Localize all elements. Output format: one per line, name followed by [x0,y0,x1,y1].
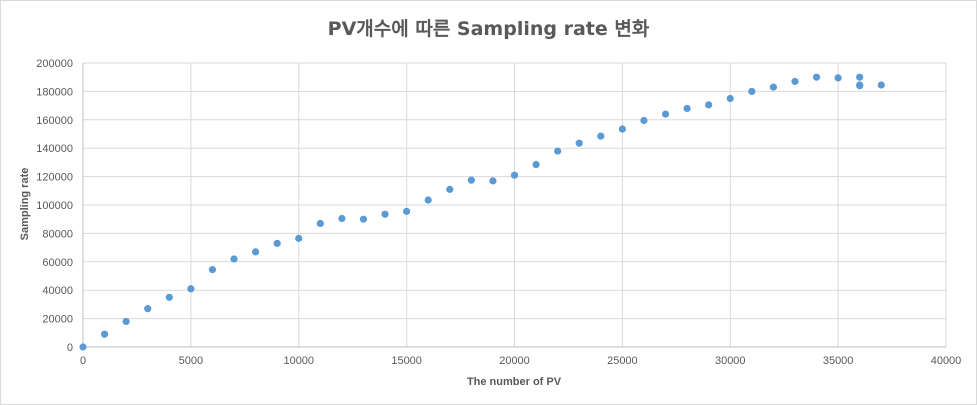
y-tick-label: 20000 [42,314,73,326]
data-point [187,285,195,293]
data-point [381,210,389,218]
y-tick-label: 0 [67,342,73,354]
y-tick-labels: 0 20000 40000 60000 80000 100000 120000 140000 1… [36,58,73,354]
data-point [856,82,864,90]
x-tick-label: 15000 [391,355,422,367]
data-point [748,87,756,95]
data-point [597,132,605,140]
y-tick-label: 140000 [36,143,73,155]
data-point [489,177,497,185]
data-point [424,196,432,204]
data-point [295,234,303,242]
gridlines [82,62,947,348]
x-tick-label: 35000 [823,355,854,367]
x-tick-label: 10000 [283,355,314,367]
data-point [640,116,648,125]
y-tick-label: 40000 [42,285,73,297]
y-tick-label: 80000 [42,228,73,240]
data-point [79,343,87,351]
data-point [791,77,799,86]
data-point [705,101,713,109]
data-point [273,239,281,247]
x-tick-label: 20000 [499,355,530,367]
y-tick-label: 60000 [42,257,73,269]
axes [82,63,946,348]
y-tick-label: 160000 [36,115,73,127]
data-point [510,171,519,179]
data-point [467,176,475,184]
data-point [661,110,670,118]
data-point [554,147,562,155]
data-point [834,74,842,82]
data-point [403,207,411,215]
data-point [856,73,864,81]
data-point [208,266,217,274]
data-point [359,215,368,223]
y-tick-label: 180000 [36,86,73,98]
data-point [446,185,454,193]
data-point [100,330,109,338]
x-tick-label: 25000 [607,355,638,367]
chart-title: PV개수에 따른 Sampling rate 변화 [327,18,650,40]
data-point [877,81,885,89]
x-tick-labels: 0 5000 10000 15000 20000 25000 30000 35000 40000 [80,355,961,367]
data-point [122,317,130,326]
y-tick-label: 100000 [36,200,73,212]
data-point [812,73,821,81]
y-axis-title: Sampling rate [19,168,31,241]
x-axis-title: The number of PV [467,376,562,388]
x-tick-label: 5000 [179,355,203,367]
data-point [338,214,346,223]
data-point [683,104,691,113]
data-point [230,255,238,263]
y-tick-label: 200000 [36,58,73,70]
data-point [316,219,324,228]
data-point [575,139,583,147]
x-tick-label: 30000 [715,355,746,367]
data-point [165,293,173,301]
x-tick-label: 40000 [931,355,962,367]
y-tick-label: 120000 [36,172,73,184]
x-tick-label: 0 [80,355,86,367]
data-point [532,160,540,169]
data-points [79,73,885,351]
data-point [618,125,626,133]
data-point [252,248,260,256]
data-point [144,305,152,313]
data-point [726,94,734,103]
data-point [769,83,778,91]
